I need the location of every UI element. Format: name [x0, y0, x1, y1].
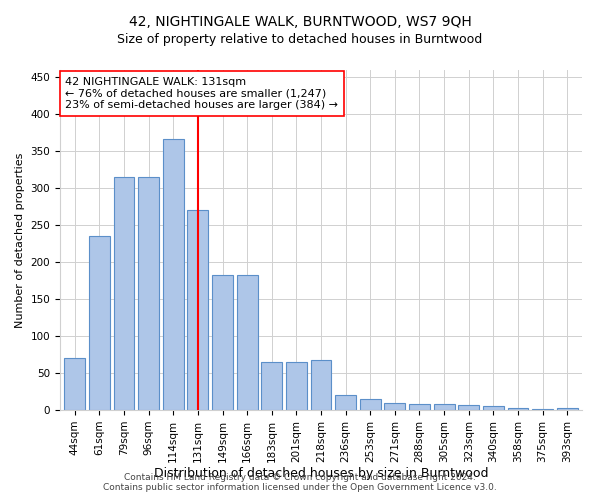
Bar — [138, 177, 159, 410]
Bar — [113, 177, 134, 410]
Bar — [385, 402, 406, 410]
Bar — [557, 408, 578, 410]
Bar — [187, 210, 208, 410]
Text: 42 NIGHTINGALE WALK: 131sqm
← 76% of detached houses are smaller (1,247)
23% of : 42 NIGHTINGALE WALK: 131sqm ← 76% of det… — [65, 77, 338, 110]
Bar — [409, 404, 430, 410]
Bar — [212, 274, 233, 410]
Text: 42, NIGHTINGALE WALK, BURNTWOOD, WS7 9QH: 42, NIGHTINGALE WALK, BURNTWOOD, WS7 9QH — [128, 15, 472, 29]
Bar — [261, 362, 282, 410]
Bar — [163, 138, 184, 410]
Text: Size of property relative to detached houses in Burntwood: Size of property relative to detached ho… — [118, 32, 482, 46]
Bar — [360, 399, 381, 410]
Bar — [508, 408, 529, 410]
Bar — [64, 358, 85, 410]
Bar — [458, 405, 479, 410]
X-axis label: Distribution of detached houses by size in Burntwood: Distribution of detached houses by size … — [154, 468, 488, 480]
Y-axis label: Number of detached properties: Number of detached properties — [15, 152, 25, 328]
Bar — [483, 406, 504, 410]
Bar — [434, 404, 455, 410]
Bar — [236, 274, 257, 410]
Bar — [89, 236, 110, 410]
Bar — [311, 360, 331, 410]
Bar — [335, 395, 356, 410]
Bar — [286, 362, 307, 410]
Text: Contains HM Land Registry data © Crown copyright and database right 2024.
Contai: Contains HM Land Registry data © Crown c… — [103, 473, 497, 492]
